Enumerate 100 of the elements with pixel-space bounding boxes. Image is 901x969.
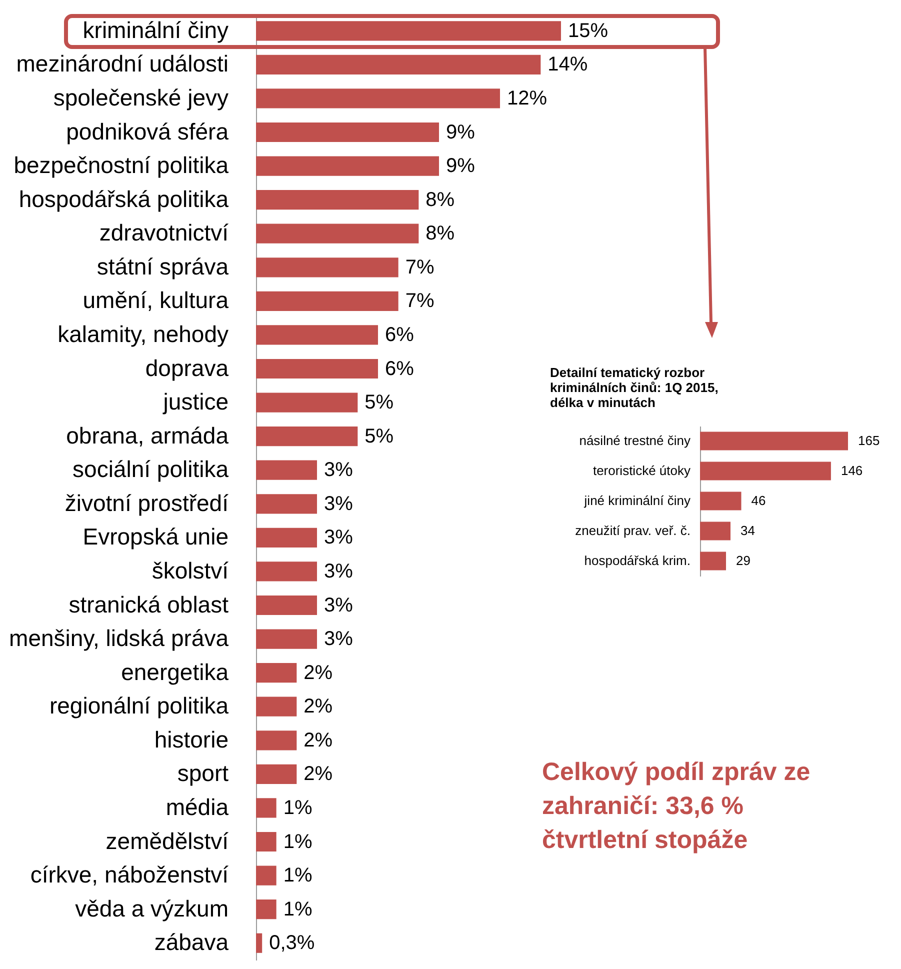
y-tick-label: stranická oblast xyxy=(68,591,230,618)
data-label: 9% xyxy=(446,155,476,178)
y-tick-label: umění, kultura xyxy=(82,287,229,314)
y-tick-label: školství xyxy=(152,557,230,584)
bar xyxy=(700,432,848,450)
data-label: 7% xyxy=(405,256,434,278)
data-label: 0,3% xyxy=(269,932,315,954)
data-label: 146 xyxy=(840,463,863,478)
bar xyxy=(700,492,742,510)
bar xyxy=(256,562,317,582)
bar xyxy=(256,832,276,852)
y-tick-label: mezinárodní události xyxy=(16,50,228,77)
data-label: 2% xyxy=(304,696,333,718)
data-label: 8% xyxy=(426,188,455,211)
y-tick-label: zdravotnictví xyxy=(99,220,230,246)
data-label: 8% xyxy=(426,222,455,245)
bar xyxy=(256,258,398,278)
y-tick-label: jiné kriminální činy xyxy=(583,493,691,508)
bar xyxy=(256,325,378,345)
bar xyxy=(700,462,831,480)
y-tick-label: zemědělství xyxy=(106,828,230,854)
data-label: 6% xyxy=(385,358,414,380)
y-tick-label: menšiny, lidská práva xyxy=(9,625,229,652)
y-tick-label: společenské jevy xyxy=(53,84,229,110)
data-label: 1% xyxy=(283,830,312,853)
y-tick-label: životní prostředí xyxy=(64,490,230,516)
data-label: 3% xyxy=(324,459,354,482)
bar xyxy=(256,866,276,886)
bar xyxy=(256,629,317,649)
y-tick-label: kriminální činy xyxy=(82,16,229,43)
bar xyxy=(256,54,541,74)
data-label: 2% xyxy=(304,662,333,684)
y-tick-label: hospodářská krim. xyxy=(584,553,690,568)
bar xyxy=(256,663,297,683)
y-tick-label: věda a výzkum xyxy=(75,895,228,922)
chart-title: Detailní tematický rozbor kriminálních činů: 1Q 2015, délka v minutách xyxy=(550,365,718,410)
data-label: 29 xyxy=(736,553,750,568)
y-tick-label: státní správa xyxy=(96,253,229,280)
bar xyxy=(256,933,262,953)
data-label: 2% xyxy=(304,729,333,752)
bar xyxy=(256,426,358,446)
bar xyxy=(256,21,561,41)
data-label: 3% xyxy=(324,526,354,549)
data-label: 5% xyxy=(364,425,394,448)
data-label: 5% xyxy=(364,392,394,414)
data-label: 1% xyxy=(283,796,312,819)
bar xyxy=(256,798,276,818)
data-label: 3% xyxy=(324,628,354,650)
y-tick-label: regionální politika xyxy=(49,692,229,719)
bar xyxy=(256,190,419,210)
bar xyxy=(256,696,297,716)
y-tick-label: násilné trestné činy xyxy=(579,433,691,448)
y-tick-label: zneužití prav. veř. č. xyxy=(575,523,690,538)
data-label: 15% xyxy=(568,20,608,42)
bar xyxy=(256,291,398,311)
bar xyxy=(700,522,730,540)
y-tick-label: sociální politika xyxy=(72,456,229,482)
y-tick-label: historie xyxy=(154,726,228,752)
y-tick-label: sport xyxy=(177,760,230,786)
y-tick-label: doprava xyxy=(145,354,229,381)
data-label: 46 xyxy=(751,493,766,508)
data-label: 3% xyxy=(324,594,354,616)
y-tick-label: teroristické útoky xyxy=(592,463,691,478)
bar xyxy=(256,595,317,616)
data-label: 1% xyxy=(283,898,312,920)
bar xyxy=(256,358,378,379)
y-tick-label: justice xyxy=(162,388,228,415)
data-label: 12% xyxy=(507,87,548,110)
annotation: Celkový podíl zpráv ze zahraničí: 33,6 % čtvrtletní stopáže xyxy=(542,757,812,856)
y-tick-label: obrana, armáda xyxy=(66,422,229,448)
bar xyxy=(256,224,419,244)
data-label: 165 xyxy=(858,433,880,448)
data-label: 3% xyxy=(324,492,354,515)
data-label: 14% xyxy=(548,54,588,76)
bar xyxy=(256,122,439,142)
y-tick-label: zábava xyxy=(154,929,229,956)
bar xyxy=(256,764,297,784)
y-tick-label: podniková sféra xyxy=(66,118,229,144)
data-label: 2% xyxy=(304,763,333,786)
y-tick-label: kalamity, nehody xyxy=(58,320,229,347)
bar xyxy=(256,900,276,920)
bar xyxy=(256,156,439,176)
y-tick-label: energetika xyxy=(121,658,229,685)
bar xyxy=(256,528,317,548)
y-tick-label: Evropská unie xyxy=(82,524,228,550)
data-label: 9% xyxy=(446,121,476,144)
y-tick-label: hospodářská politika xyxy=(18,186,229,212)
data-label: 34 xyxy=(740,523,755,538)
y-tick-label: bezpečnostní politika xyxy=(14,152,229,178)
data-label: 7% xyxy=(405,290,434,312)
data-label: 6% xyxy=(385,324,414,346)
bar xyxy=(256,392,358,412)
data-label: 3% xyxy=(324,560,354,582)
bar xyxy=(256,88,500,108)
bar xyxy=(700,552,726,570)
bar xyxy=(256,730,297,750)
y-tick-label: média xyxy=(166,794,229,820)
bar xyxy=(256,494,317,514)
bar xyxy=(256,460,317,480)
y-tick-label: církve, náboženství xyxy=(30,862,230,888)
